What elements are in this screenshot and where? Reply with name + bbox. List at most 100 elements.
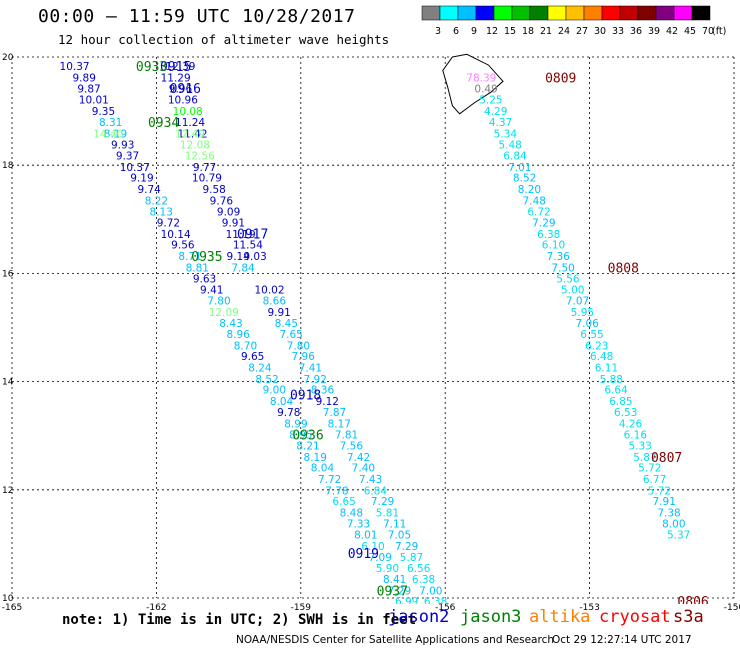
wave-height-value: 5.95	[571, 307, 594, 319]
satellite-key-jason2: jason2	[388, 607, 450, 627]
wave-height-value: 6.64	[604, 385, 628, 397]
legend-swatch-45	[673, 5, 693, 21]
pass-time-label: 0936	[292, 429, 323, 444]
pass-time-label: 0935	[191, 250, 222, 265]
wave-height-value: 7.43	[359, 474, 382, 486]
wave-height-value: 7.33	[347, 518, 370, 530]
wave-height-value: 8.52	[513, 173, 536, 185]
wave-height-value: 9.93	[111, 140, 134, 152]
lon-tick-label: -150	[724, 603, 740, 613]
wave-height-value: 8.70	[234, 340, 257, 352]
wave-height-value: 10.02	[254, 285, 284, 297]
lat-tick-label: 12	[2, 486, 13, 496]
legend-label-42: 42	[666, 26, 678, 37]
legend-label-18: 18	[522, 26, 534, 37]
hawaii-island-outline	[442, 53, 504, 115]
pass-time-label: 0809	[545, 72, 576, 87]
legend-label-9: 9	[471, 26, 477, 37]
wave-height-value: 9.14	[227, 251, 251, 263]
legend-swatch-6	[439, 5, 459, 21]
wave-height-value: 5.72	[648, 485, 671, 497]
track-cryosat: 78.390.495.254.294.375.345.486.847.018.5…	[466, 72, 708, 604]
legend-swatch-9	[457, 5, 477, 21]
pass-time-label: 0937	[377, 584, 408, 599]
satellite-key-jason3: jason3	[460, 607, 522, 627]
wave-height-value: 10.08	[173, 106, 203, 118]
lon-tick-label: -165	[2, 603, 22, 613]
wave-height-value: 8.22	[145, 195, 168, 207]
lon-tick-label: -153	[579, 603, 599, 613]
wave-height-value: 8.31	[99, 117, 122, 129]
wave-height-value: 5.34	[494, 128, 518, 140]
lat-tick-label: 18	[2, 161, 14, 171]
wave-height-value: 6.84	[503, 150, 527, 162]
map-title: 00:00 – 11:59 UTC 10/28/2017	[38, 6, 356, 27]
lat-tick-label: 10	[2, 594, 14, 604]
wave-height-value: 8.13	[150, 207, 173, 219]
wave-height-value: 7.40	[352, 463, 375, 475]
wave-height-value: 5.48	[498, 140, 521, 152]
wave-height-value: 9.74	[137, 184, 161, 196]
wave-height-value: 4.29	[484, 106, 507, 118]
wave-height-value: 11.19	[226, 229, 256, 241]
wave-height-legend: 3 6 9 12 15 18 21 24 27 30 33 36 39 42 45 70 (ft)	[420, 4, 740, 38]
wave-height-value: 7.80	[207, 295, 230, 307]
wave-height-value: 5.72	[638, 463, 661, 475]
altimeter-tracks: 10.379.899.8710.019.358.199.939.3710.379…	[60, 60, 709, 608]
pass-time-label: 0917	[237, 227, 268, 242]
wave-height-value: 8.00	[662, 518, 685, 530]
wave-height-map[interactable]: -165 -162 -159 -156 -153 -150 20 18 16 14 12 10 10.3…	[0, 40, 740, 615]
wave-height-value: 8.20	[518, 184, 541, 196]
wave-height-value: 5.90	[376, 563, 399, 575]
wave-height-value: 9.37	[116, 150, 139, 162]
pass-time-label: 0934	[148, 116, 179, 131]
wave-height-value: 9.96	[169, 83, 193, 95]
wave-height-value: 12.56	[185, 150, 215, 162]
legend-label-36: 36	[630, 26, 642, 37]
lat-tick-label: 14	[2, 378, 14, 388]
wave-height-value: 7.65	[279, 329, 302, 341]
wave-height-value: 7.81	[335, 430, 358, 442]
legend-label-12: 12	[486, 26, 498, 37]
wave-height-value: 9.87	[77, 83, 100, 95]
wave-height-value: 9.91	[222, 218, 245, 230]
pass-time-label: 0918	[290, 389, 321, 404]
wave-height-value: 7.29	[532, 218, 555, 230]
wave-height-value: 7.29	[388, 585, 411, 597]
wave-height-value: 9.63	[193, 273, 216, 285]
lon-tick-label: -159	[291, 603, 312, 613]
wave-height-value: 9.65	[241, 351, 264, 363]
legend-swatch-33	[601, 5, 621, 21]
wave-height-value: 6.99	[395, 596, 418, 608]
legend-swatch-15	[493, 5, 513, 21]
wave-height-value: 6.10	[542, 240, 565, 252]
legend-swatch-21	[529, 5, 549, 21]
wave-height-value: 8.01	[354, 530, 377, 542]
wave-height-value: 8.36	[311, 385, 335, 397]
wave-height-value: 7.87	[323, 407, 346, 419]
map-grid	[11, 56, 735, 599]
legend-label-6: 6	[453, 26, 459, 37]
pass-time-label: 0808	[608, 261, 639, 276]
wave-height-value: 78.39	[466, 73, 496, 85]
track-jason2: 10.379.899.8710.019.358.199.939.3710.379…	[60, 60, 448, 608]
wave-height-value: 9.72	[157, 218, 180, 230]
legend-label-70: 70	[702, 26, 714, 37]
wave-height-value: 6.56	[407, 563, 431, 575]
footnote: note: 1) Time is in UTC; 2) SWH is in fe…	[62, 612, 417, 628]
lat-tick-label: 20	[2, 53, 14, 63]
wave-height-value: 4.37	[489, 117, 512, 129]
wave-height-value: 7.09	[369, 552, 392, 564]
wave-height-value: 7.41	[299, 363, 322, 375]
wave-height-value: 6.11	[595, 363, 618, 375]
wave-height-value: 6.72	[527, 207, 550, 219]
wave-height-value: 10.37	[120, 162, 150, 174]
map-svg[interactable]: -165 -162 -159 -156 -153 -150 20 18 16 14 12 10 10.3…	[0, 40, 740, 615]
lon-tick-label: -162	[146, 603, 166, 613]
legend-unit: (ft)	[712, 26, 726, 37]
generation-timestamp: Oct 29 12:27:14 UTC 2017	[552, 634, 692, 646]
wave-height-value: 9.00	[263, 385, 286, 397]
wave-height-value: 9.41	[200, 285, 223, 297]
wave-height-value: 7.50	[551, 262, 574, 274]
